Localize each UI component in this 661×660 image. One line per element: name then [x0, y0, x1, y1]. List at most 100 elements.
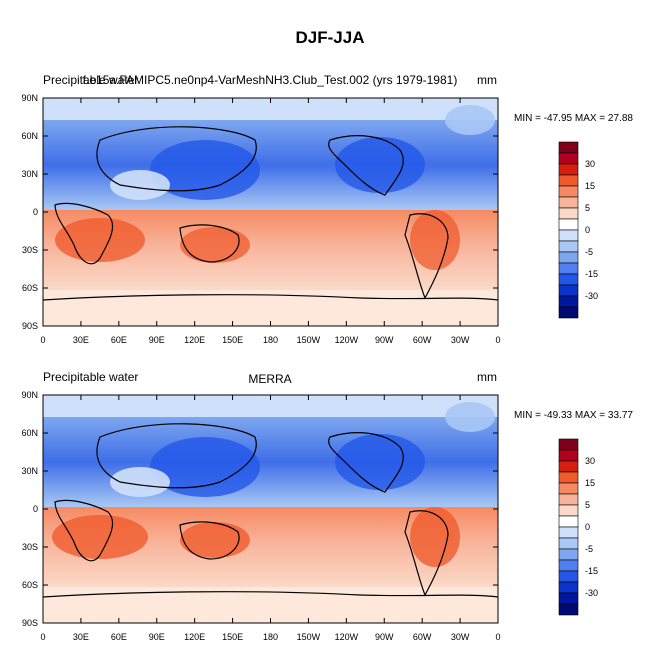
colorbar-swatch [558, 570, 579, 583]
stats-label: MIN = -49.33 MAX = 33.77 [514, 410, 633, 421]
colorbar-swatch [558, 592, 579, 605]
colorbar: 30 15 5 0 -5 -15 -30 [558, 438, 598, 616]
colorbar-swatch [558, 295, 579, 308]
x-tick-label: 150E [222, 335, 243, 345]
colorbar-swatch [558, 603, 579, 616]
colorbar-swatch [558, 163, 579, 176]
panel-center-label: f.e15a.FAMIPC5.ne0np4-VarMeshNH3.Club_Te… [83, 73, 458, 87]
panel-units-label: mm [477, 370, 497, 384]
x-tick-label: 150W [297, 632, 321, 642]
y-tick-label: 60S [22, 283, 38, 293]
colorbar-swatch [558, 185, 579, 198]
colorbar-swatch [558, 438, 579, 451]
y-tick-label: 90S [22, 618, 38, 628]
x-tick-label: 150W [297, 335, 321, 345]
x-tick-label: 30W [451, 632, 470, 642]
colorbar-swatch [558, 515, 579, 528]
y-tick-label: 30N [21, 169, 38, 179]
x-tick-label: 60E [111, 632, 127, 642]
colorbar-label: 15 [585, 478, 595, 488]
x-tick-label: 60W [413, 335, 432, 345]
y-tick-label: 90N [21, 93, 38, 103]
x-tick-label: 30W [451, 335, 470, 345]
y-tick-label: 90S [22, 321, 38, 331]
colorbar-swatch [558, 482, 579, 495]
colorbar-swatch [558, 207, 579, 220]
x-tick-label: 0 [40, 335, 45, 345]
colorbar-swatch [558, 141, 579, 154]
x-tick-label: 90E [149, 335, 165, 345]
panel-left-label: Precipitable water [43, 370, 138, 384]
colorbar-swatch [558, 460, 579, 473]
colorbar-label: -15 [585, 269, 598, 279]
page-title: DJF-JJA [296, 28, 365, 47]
colorbar-label: -5 [585, 544, 593, 554]
coastlines [43, 423, 498, 598]
colorbar-swatch [558, 559, 579, 572]
map-field [43, 98, 498, 326]
colorbar-swatch [558, 196, 579, 209]
x-tick-label: 60W [413, 632, 432, 642]
colorbar-swatch [558, 493, 579, 506]
panel-units-label: mm [477, 73, 497, 87]
y-tick-label: 60S [22, 580, 38, 590]
y-tick-label: 60N [21, 428, 38, 438]
x-tick-label: 150E [222, 632, 243, 642]
colorbar-swatch [558, 218, 579, 231]
coastlines [43, 126, 498, 301]
map-field [43, 395, 498, 623]
stats-label: MIN = -47.95 MAX = 27.88 [514, 113, 633, 124]
colorbar-swatch [558, 537, 579, 550]
colorbar-label: 5 [585, 203, 590, 213]
x-tick-label: 90E [149, 632, 165, 642]
x-axis: 0 30E 60E 90E 120E 150E 180 150W 120W 90W 60W 30W 0 [40, 98, 501, 345]
colorbar: 30 15 5 0 -5 -15 -30 [558, 141, 598, 319]
colorbar-swatch [558, 240, 579, 253]
colorbar-label: 0 [585, 225, 590, 235]
x-tick-label: 90W [375, 335, 394, 345]
x-axis: 0 30E 60E 90E 120E 150E 180 150W 120W 90W 60W 30W 0 [40, 395, 501, 642]
colorbar-swatch [558, 251, 579, 264]
map-panel-bottom: Precipitable water MERRA mm [21, 370, 633, 642]
map-panel-top: Precipitable water f.e15a.FAMIPC5.ne0np4… [21, 73, 633, 345]
colorbar-swatch [558, 262, 579, 275]
x-tick-label: 60E [111, 335, 127, 345]
y-axis: 90N 60N 30N 0 30S 60S 90S [21, 93, 498, 331]
colorbar-label: 30 [585, 159, 595, 169]
x-tick-label: 120E [184, 632, 205, 642]
colorbar-swatch [558, 471, 579, 484]
y-tick-label: 0 [33, 207, 38, 217]
y-tick-label: 90N [21, 390, 38, 400]
x-tick-label: 180 [263, 335, 278, 345]
y-tick-label: 0 [33, 504, 38, 514]
colorbar-swatch [558, 449, 579, 462]
colorbar-label: -30 [585, 588, 598, 598]
colorbar-swatch [558, 526, 579, 539]
colorbar-swatch [558, 152, 579, 165]
colorbar-swatch [558, 504, 579, 517]
colorbar-label: -5 [585, 247, 593, 257]
x-tick-label: 0 [495, 632, 500, 642]
x-tick-label: 120W [335, 335, 359, 345]
y-tick-label: 30S [22, 245, 38, 255]
x-tick-label: 0 [40, 632, 45, 642]
x-tick-label: 0 [495, 335, 500, 345]
y-axis: 90N 60N 30N 0 30S 60S 90S [21, 390, 498, 628]
colorbar-swatch [558, 306, 579, 319]
colorbar-swatch [558, 174, 579, 187]
colorbar-label: -30 [585, 291, 598, 301]
colorbar-label: 15 [585, 181, 595, 191]
y-tick-label: 60N [21, 131, 38, 141]
y-tick-label: 30S [22, 542, 38, 552]
x-tick-label: 120E [184, 335, 205, 345]
y-tick-label: 30N [21, 466, 38, 476]
colorbar-label: 0 [585, 522, 590, 532]
colorbar-swatch [558, 273, 579, 286]
colorbar-swatch [558, 548, 579, 561]
x-tick-label: 120W [335, 632, 359, 642]
colorbar-label: 30 [585, 456, 595, 466]
x-tick-label: 30E [73, 335, 89, 345]
colorbar-swatch [558, 284, 579, 297]
x-tick-label: 180 [263, 632, 278, 642]
